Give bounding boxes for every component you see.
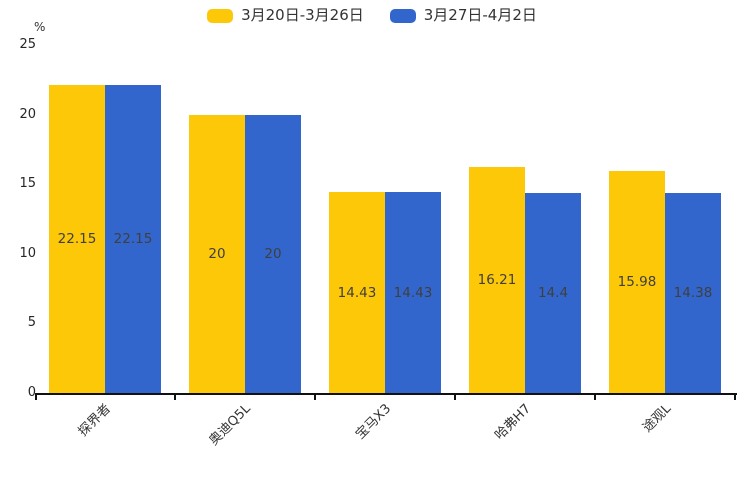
y-axis-unit-label: % <box>34 20 46 34</box>
y-tick-label: 25 <box>19 37 36 52</box>
bar <box>329 192 385 393</box>
y-tick-label: 5 <box>27 315 36 331</box>
bar <box>385 192 441 393</box>
bar-value-label: 16.21 <box>477 272 517 289</box>
x-category-label: 哈弗H7 <box>492 401 534 444</box>
bar-value-label: 14.43 <box>337 284 377 301</box>
bar-value-label: 20 <box>208 245 226 262</box>
bar-value-label: 15.98 <box>617 273 657 290</box>
bar <box>189 114 245 393</box>
bar-value-label: 14.4 <box>537 284 569 301</box>
x-category-label: 宝马X3 <box>352 401 394 443</box>
x-category-label: 探界者 <box>75 401 114 440</box>
legend-item-week2: 3月27日-4月2日 <box>389 6 537 24</box>
bar-value-label: 20 <box>264 245 282 262</box>
x-axis-tick <box>174 395 176 400</box>
bar-value-label: 14.38 <box>673 284 713 301</box>
x-axis-tick <box>734 395 736 400</box>
legend-label-week1: 3月20日-3月26日 <box>241 6 364 24</box>
bar <box>245 114 301 393</box>
bar-value-label: 14.43 <box>393 284 433 301</box>
x-axis-tick <box>594 395 596 400</box>
bar-value-label: 22.15 <box>57 230 97 247</box>
bar <box>469 167 525 393</box>
bar <box>609 170 665 393</box>
x-axis-tick <box>454 395 456 400</box>
legend-label-week2: 3月27日-4月2日 <box>423 6 537 24</box>
chart-legend: 3月20日-3月26日 3月27日-4月2日 <box>0 7 744 24</box>
x-category-label: 途观L <box>639 401 674 436</box>
x-category-label: 奥迪Q5L <box>206 401 254 449</box>
bar <box>49 84 105 393</box>
bar <box>665 192 721 393</box>
x-axis-tick <box>35 395 37 400</box>
x-axis-line <box>35 393 737 395</box>
legend-swatch-week1 <box>207 8 234 23</box>
legend-item-week1: 3月20日-3月26日 <box>207 7 364 24</box>
y-tick-label: 20 <box>19 106 36 122</box>
y-tick-label: 15 <box>19 176 36 192</box>
y-tick-label: 0 <box>27 385 36 400</box>
bar <box>105 84 161 393</box>
legend-swatch-week2 <box>389 8 416 23</box>
bar <box>525 192 581 393</box>
bar-value-label: 22.15 <box>113 230 153 247</box>
y-tick-label: 10 <box>19 245 36 261</box>
x-axis-tick <box>314 395 316 400</box>
